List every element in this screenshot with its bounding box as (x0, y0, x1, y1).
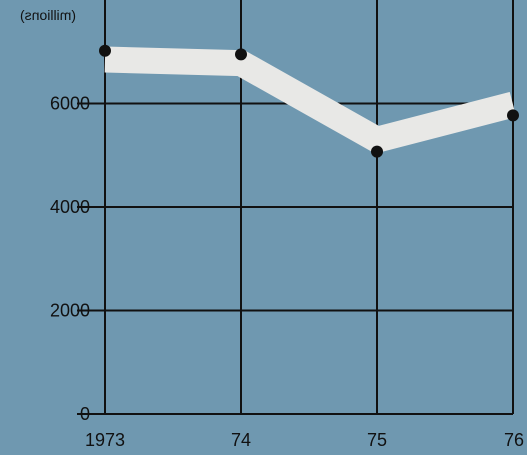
x-tick-labels: 1973 74 75 76 (85, 430, 524, 450)
y-unit-label: (millions) (20, 7, 76, 23)
y-tick-label-4000: 4000 (50, 197, 90, 217)
data-point-75 (371, 145, 383, 158)
data-point-1973 (99, 44, 111, 57)
y-tick-label-0: 0 (80, 404, 90, 424)
data-point-74 (235, 48, 247, 61)
y-tick-labels: 0 2000 4000 6000 (50, 94, 90, 425)
trend-band-layer (104, 46, 517, 154)
x-tick-label-76: 76 (504, 430, 524, 450)
data-points-layer (99, 44, 519, 158)
x-tick-label-1973: 1973 (85, 430, 125, 450)
y-tick-label-2000: 2000 (50, 301, 90, 321)
x-tick-label-74: 74 (231, 430, 251, 450)
data-point-76 (507, 109, 519, 122)
x-tick-label-75: 75 (367, 430, 387, 450)
y-tick-label-6000: 6000 (50, 94, 90, 114)
trend-band (104, 46, 517, 154)
